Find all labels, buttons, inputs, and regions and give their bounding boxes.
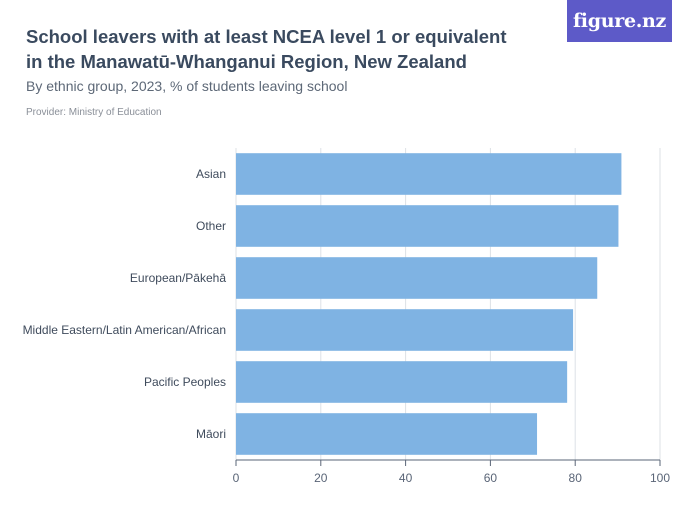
bar-1 <box>236 205 619 247</box>
x-tick-label: 100 <box>650 471 670 485</box>
figure-nz-logo[interactable]: figure.nz <box>567 0 672 42</box>
bar-5 <box>236 413 538 455</box>
category-label: Māori <box>196 427 226 441</box>
x-axis: 0 20 40 60 80 100 <box>233 459 670 485</box>
x-tick-label: 0 <box>233 471 240 485</box>
data-provider: Provider: Ministry of Education <box>26 107 162 118</box>
x-tick-label: 20 <box>314 471 328 485</box>
x-tick-label: 80 <box>569 471 583 485</box>
bar-3 <box>236 309 574 351</box>
bar-4 <box>236 361 568 403</box>
category-label: European/Pākehā <box>130 271 226 285</box>
chart-subtitle: By ethnic group, 2023, % of students lea… <box>26 78 348 94</box>
chart-title: School leavers with at least NCEA level … <box>26 26 507 72</box>
category-label: Asian <box>196 167 226 181</box>
category-labels: Asian Other European/Pākehā Middle Eastern/… <box>23 167 227 441</box>
category-label: Pacific Peoples <box>144 375 226 389</box>
x-tick-label: 60 <box>484 471 498 485</box>
bars <box>236 153 622 455</box>
category-label: Middle Eastern/Latin American/African <box>23 323 226 337</box>
category-label: Other <box>196 219 226 233</box>
bar-2 <box>236 257 598 299</box>
bar-0 <box>236 153 622 195</box>
gridlines <box>235 148 661 460</box>
x-tick-label: 40 <box>399 471 413 485</box>
